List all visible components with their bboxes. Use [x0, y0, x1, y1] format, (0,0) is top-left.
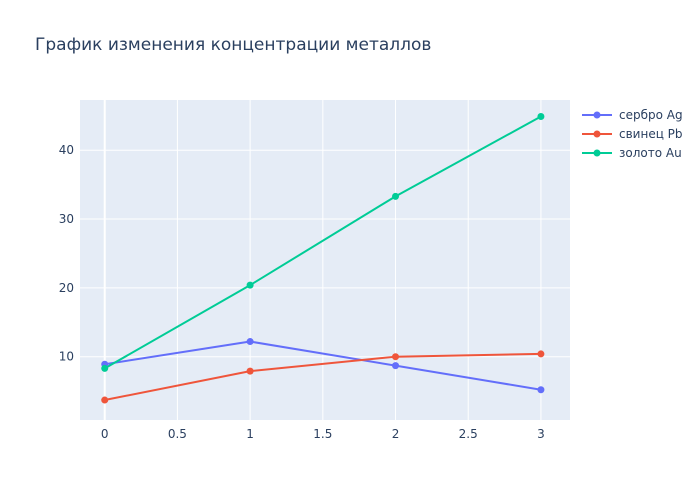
- series-line-1: [104, 352, 541, 402]
- legend-label: золото Au: [619, 146, 682, 160]
- legend-label: сербро Ag: [619, 108, 683, 122]
- x-tick-label: 0: [101, 427, 109, 441]
- legend-swatch-marker: [593, 149, 601, 157]
- series-0-point: [537, 386, 545, 394]
- series-line-2: [104, 115, 542, 370]
- x-tick-labels: 0 0.5 1 1.5 2 2.5 3: [101, 427, 545, 441]
- legend-item-0[interactable]: сербро Ag: [582, 108, 683, 122]
- series-1-point: [101, 396, 109, 404]
- y-tick-labels: 10 20 30 40: [59, 143, 74, 363]
- x-tick-label: 3: [537, 427, 545, 441]
- legend-item-1[interactable]: свинец Pb: [582, 127, 683, 141]
- y-tick-label: 10: [59, 350, 74, 364]
- series-2-point: [246, 281, 254, 289]
- series-2-point: [392, 192, 400, 200]
- y-tick-label: 30: [59, 212, 74, 226]
- series-1-point: [246, 367, 254, 375]
- series-0-point: [392, 362, 400, 370]
- x-tick-label: 2.5: [459, 427, 478, 441]
- series-1-point: [537, 350, 545, 358]
- x-tick-label: 1: [246, 427, 254, 441]
- series-2-point: [101, 364, 109, 372]
- series-0-point: [246, 338, 254, 346]
- legend[interactable]: сербро Ag свинец Pb золото Au: [582, 108, 683, 160]
- series-1-point: [392, 353, 400, 361]
- y-gridlines: [80, 149, 570, 358]
- legend-swatch-marker: [593, 111, 601, 119]
- legend-label: свинец Pb: [619, 127, 683, 141]
- series-points: [101, 113, 545, 404]
- x-tick-label: 0.5: [168, 427, 187, 441]
- x-tick-label: 1.5: [313, 427, 332, 441]
- plot-area: [80, 100, 570, 420]
- legend-swatch-marker: [593, 130, 601, 138]
- y-tick-label: 20: [59, 281, 74, 295]
- series-line-0: [104, 340, 542, 391]
- chart-title: График изменения концентрации металлов: [35, 35, 432, 55]
- x-tick-label: 2: [392, 427, 400, 441]
- legend-item-2[interactable]: золото Au: [582, 146, 682, 160]
- series-lines: [104, 115, 542, 402]
- series-2-point: [537, 113, 545, 121]
- y-tick-label: 40: [59, 143, 74, 157]
